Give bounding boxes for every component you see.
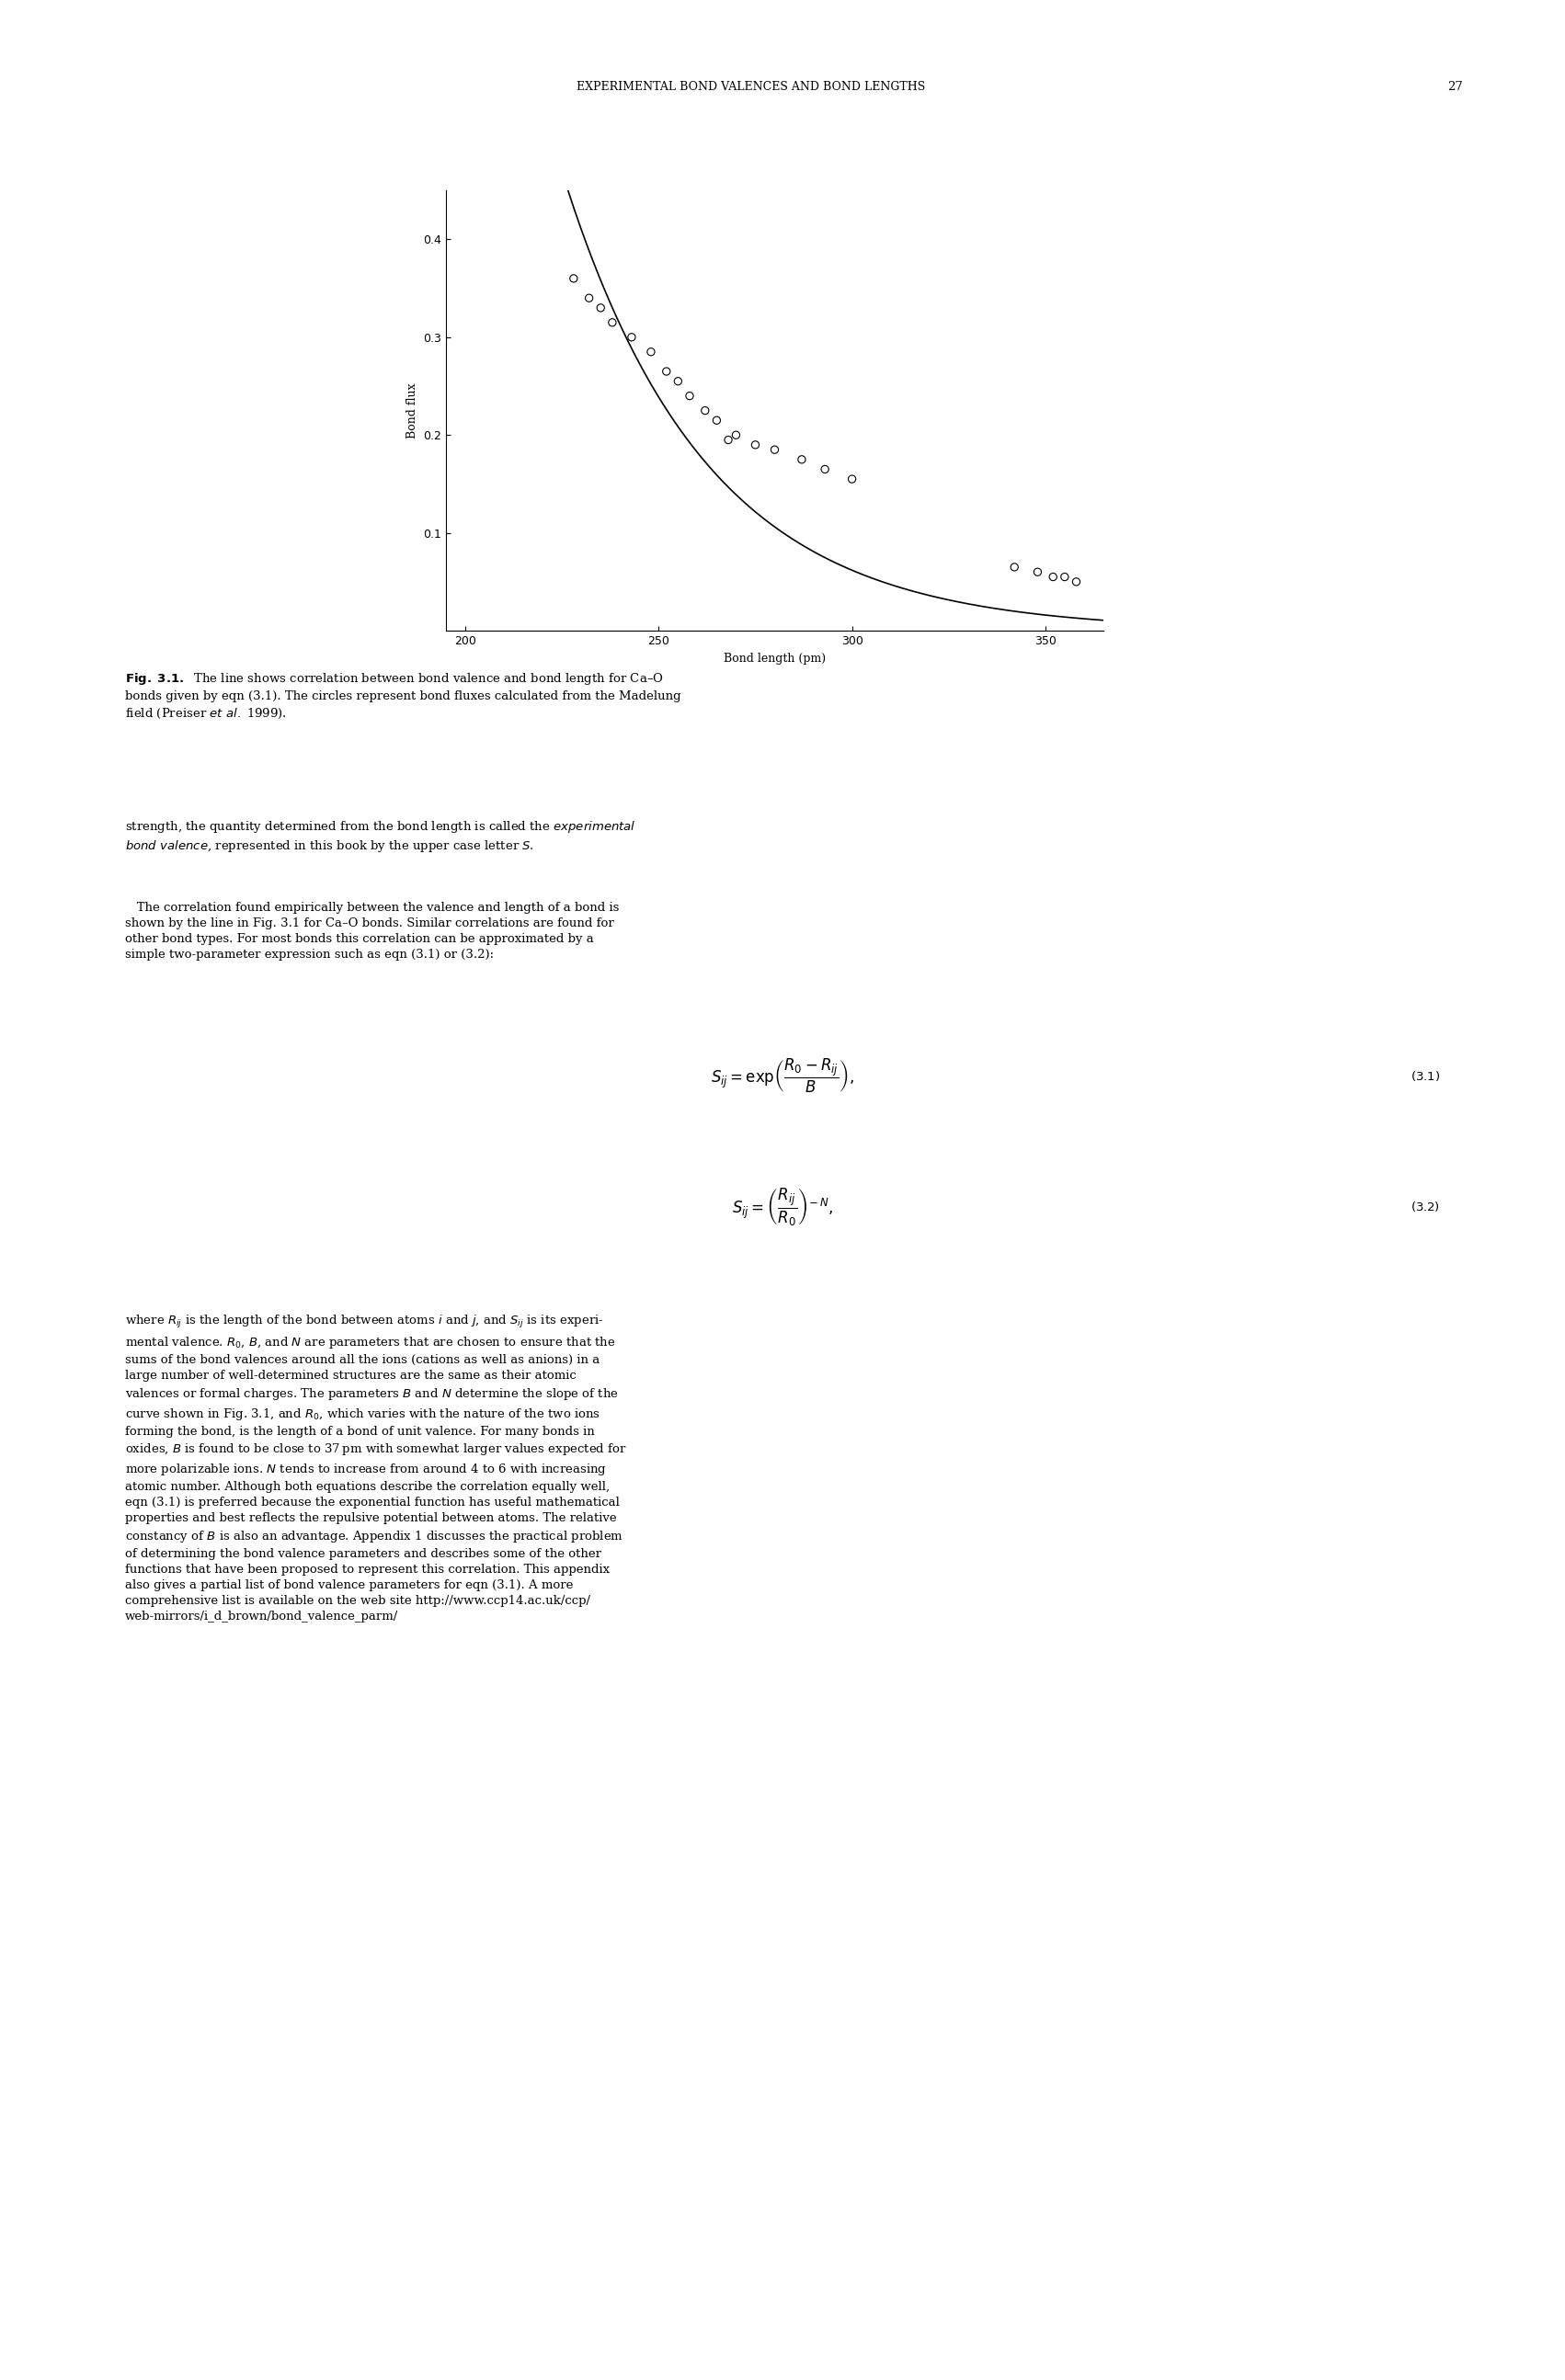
Point	[812, 450, 837, 488]
Point	[665, 362, 690, 400]
Point	[1025, 552, 1050, 590]
Text: The correlation found empirically between the valence and length of a bond is
sh: The correlation found empirically betwee…	[125, 902, 620, 962]
Point	[789, 440, 814, 478]
Point	[562, 259, 587, 298]
Text: $(3.1)$: $(3.1)$	[1410, 1069, 1440, 1083]
Point	[723, 416, 748, 455]
Point	[678, 376, 703, 414]
Text: 27: 27	[1448, 81, 1463, 93]
Text: strength, the quantity determined from the bond length is called the $\mathit{ex: strength, the quantity determined from t…	[125, 819, 635, 854]
Text: $(3.2)$: $(3.2)$	[1410, 1200, 1440, 1214]
Point	[743, 426, 768, 464]
Text: $S_{ij} = \left(\dfrac{R_{ij}}{R_0}\right)^{\!-N},$: $S_{ij} = \left(\dfrac{R_{ij}}{R_0}\righ…	[732, 1185, 833, 1228]
Point	[1052, 557, 1077, 595]
Point	[715, 421, 740, 459]
Point	[576, 278, 601, 317]
Point	[1041, 557, 1066, 595]
Text: $\mathbf{Fig.\ 3.1.}$  The line shows correlation between bond valence and bond : $\mathbf{Fig.\ 3.1.}$ The line shows cor…	[125, 671, 681, 721]
Text: EXPERIMENTAL BOND VALENCES AND BOND LENGTHS: EXPERIMENTAL BOND VALENCES AND BOND LENG…	[577, 81, 925, 93]
Point	[620, 319, 645, 357]
Point	[599, 305, 624, 343]
Point	[588, 288, 613, 326]
Text: $S_{ij} = \exp\!\left(\dfrac{R_0 - R_{ij}}{B}\right),$: $S_{ij} = \exp\!\left(\dfrac{R_0 - R_{ij…	[711, 1057, 854, 1095]
Point	[1002, 547, 1027, 585]
Point	[704, 402, 729, 440]
Point	[639, 333, 664, 371]
X-axis label: Bond length (pm): Bond length (pm)	[723, 652, 826, 664]
Point	[762, 431, 787, 469]
Point	[693, 390, 718, 428]
Point	[1064, 562, 1089, 600]
Point	[839, 459, 864, 497]
Text: where $R_{ij}$ is the length of the bond between atoms $i$ and $j$, and $S_{ij}$: where $R_{ij}$ is the length of the bond…	[125, 1314, 628, 1623]
Y-axis label: Bond flux: Bond flux	[407, 383, 418, 438]
Point	[654, 352, 679, 390]
